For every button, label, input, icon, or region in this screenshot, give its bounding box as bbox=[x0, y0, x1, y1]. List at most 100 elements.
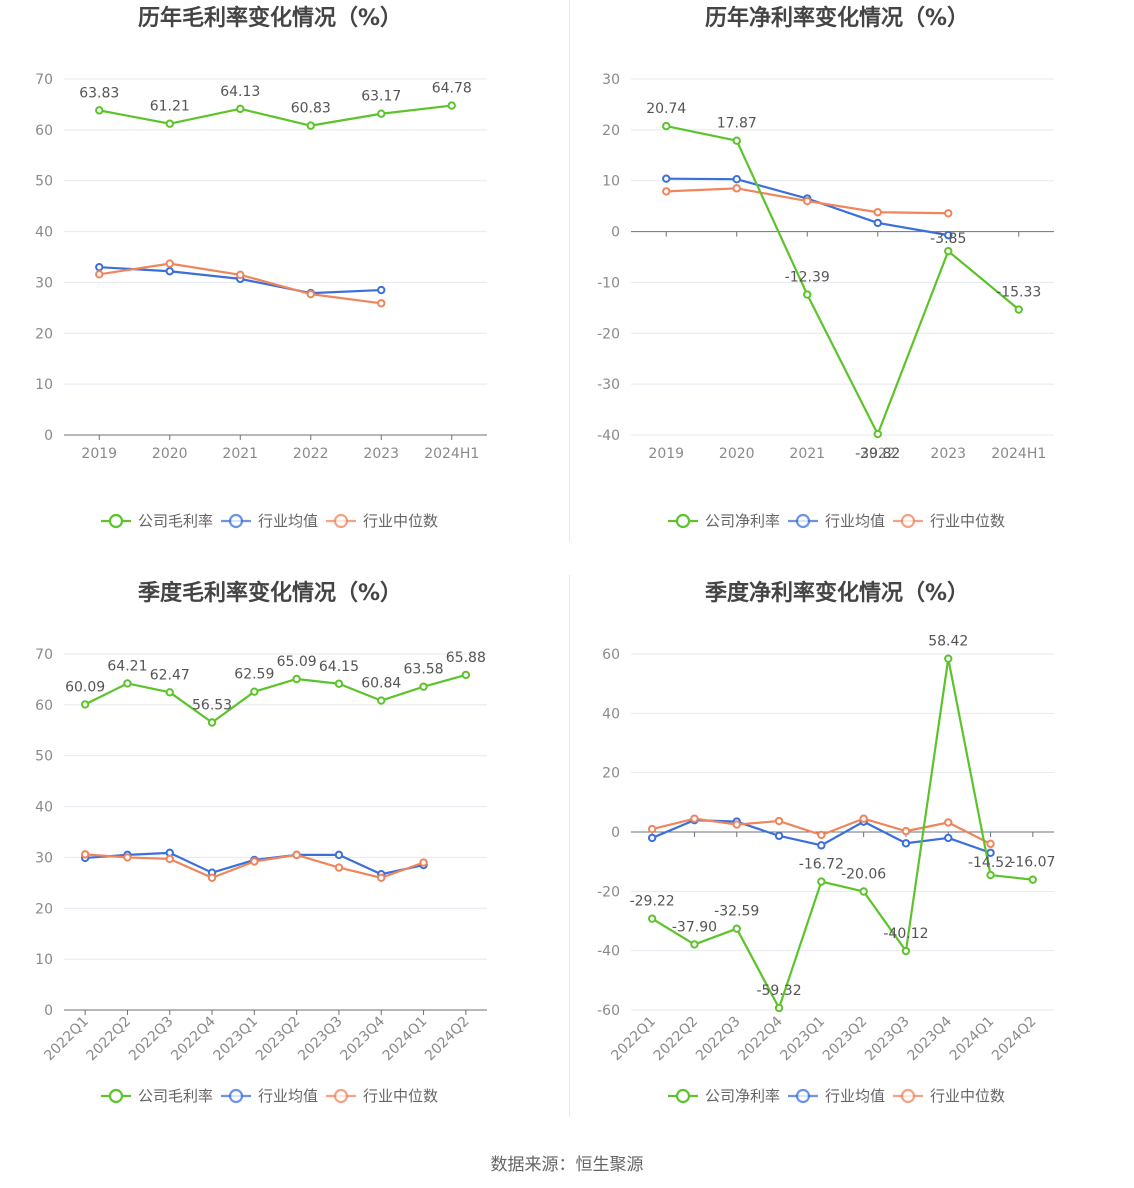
x-tick-label: 2023Q2 bbox=[820, 1014, 871, 1065]
legend-marker bbox=[795, 513, 811, 529]
x-tick-label: 2021 bbox=[222, 446, 258, 462]
legend-item: 行业中位数 bbox=[326, 1087, 438, 1105]
y-tick-label: 30 bbox=[35, 275, 53, 291]
chart-quarterly-gross: 季度毛利率变化情况（%） 0 10 20 30 40 50 60 70 2022Q1 2022Q2 2… bbox=[0, 575, 567, 1150]
y-tick-label: 20 bbox=[602, 766, 620, 782]
data-label: 65.09 bbox=[277, 654, 317, 670]
y-tick-label: 60 bbox=[35, 698, 53, 714]
legend-label: 行业中位数 bbox=[930, 512, 1005, 530]
legend-marker bbox=[228, 1088, 244, 1104]
y-tick-label: 60 bbox=[35, 123, 53, 139]
x-tick-label: 2024Q1 bbox=[380, 1014, 431, 1065]
data-point bbox=[732, 924, 741, 933]
legend-marker bbox=[333, 513, 349, 529]
data-point bbox=[123, 853, 132, 862]
data-point bbox=[901, 826, 911, 836]
legend-label: 公司毛利率 bbox=[138, 512, 213, 530]
data-label: -3.85 bbox=[930, 231, 966, 247]
legend-marker bbox=[675, 513, 691, 529]
data-point bbox=[944, 833, 953, 843]
legend-label: 公司净利率 bbox=[705, 1087, 780, 1105]
y-tick-label: -60 bbox=[597, 1003, 620, 1019]
data-point bbox=[647, 914, 657, 923]
legend-item: 公司毛利率 bbox=[101, 512, 213, 530]
legend-label: 行业中位数 bbox=[363, 512, 438, 530]
data-point bbox=[859, 814, 868, 823]
divider-top bbox=[569, 0, 570, 542]
x-tick-label: 2024H1 bbox=[424, 446, 479, 462]
data-point bbox=[377, 109, 386, 118]
y-tick-label: 30 bbox=[35, 850, 53, 866]
data-point bbox=[165, 267, 174, 276]
data-label: -20.06 bbox=[841, 867, 886, 883]
legend-label: 行业均值 bbox=[825, 1087, 885, 1105]
data-point bbox=[1014, 305, 1023, 314]
data-point bbox=[732, 174, 741, 184]
data-point bbox=[901, 839, 911, 848]
x-tick-label: 2023 bbox=[930, 446, 966, 462]
chart-title: 历年净利率变化情况（%） bbox=[705, 5, 969, 31]
x-tick-label: 2023Q2 bbox=[253, 1014, 304, 1065]
legend-label: 行业中位数 bbox=[363, 1087, 438, 1105]
data-point bbox=[377, 285, 386, 295]
data-label: 62.59 bbox=[234, 667, 274, 683]
data-point bbox=[236, 104, 245, 114]
data-point bbox=[690, 940, 699, 949]
y-tick-label: -40 bbox=[597, 944, 620, 960]
x-tick-label: 2022Q3 bbox=[126, 1014, 177, 1065]
data-label: -37.90 bbox=[672, 919, 717, 935]
x-tick-label: 2023Q3 bbox=[862, 1014, 913, 1065]
data-label: 63.83 bbox=[79, 85, 119, 101]
data-point bbox=[873, 429, 882, 439]
data-point bbox=[80, 700, 90, 709]
data-point bbox=[250, 687, 259, 696]
x-tick-label: 2022Q2 bbox=[651, 1014, 702, 1065]
x-tick-label: 2020 bbox=[152, 446, 188, 462]
x-tick-label: 2023Q1 bbox=[211, 1014, 262, 1065]
data-point bbox=[662, 187, 671, 196]
data-label: 63.58 bbox=[404, 662, 444, 678]
data-point bbox=[817, 830, 826, 840]
data-point bbox=[803, 290, 812, 299]
legend-marker bbox=[675, 1088, 691, 1104]
y-tick-label: -20 bbox=[597, 326, 620, 342]
chart-svg-annual-gross: 历年毛利率变化情况（%） 0 10 20 30 40 50 60 70 2019 2020 2021 2… bbox=[35, 5, 487, 530]
data-label: 63.17 bbox=[361, 89, 401, 105]
data-point bbox=[1028, 875, 1038, 884]
data-point bbox=[306, 289, 315, 299]
x-tick-label: 2023Q1 bbox=[778, 1014, 829, 1065]
y-tick-label: -30 bbox=[597, 377, 620, 393]
chart-title: 历年毛利率变化情况（%） bbox=[138, 5, 402, 31]
chart-svg-annual-net: 历年净利率变化情况（%） -40 -30 -20 -10 0 10 20 30 2019 2020 2… bbox=[597, 5, 1054, 530]
data-label: 17.87 bbox=[717, 116, 757, 132]
chart-annual-gross: 历年毛利率变化情况（%） 0 10 20 30 40 50 60 70 2019 2020 2021 2… bbox=[0, 0, 567, 575]
data-point bbox=[986, 839, 995, 849]
x-tick-label: 2022Q2 bbox=[84, 1014, 135, 1065]
x-tick-label: 2023 bbox=[363, 446, 399, 462]
data-label: 64.13 bbox=[220, 84, 260, 100]
y-tick-label: 20 bbox=[602, 123, 620, 139]
data-label: -15.33 bbox=[996, 285, 1041, 301]
legend-label: 公司毛利率 bbox=[138, 1087, 213, 1105]
legend-item: 行业均值 bbox=[221, 512, 318, 530]
data-point bbox=[732, 820, 741, 829]
x-tick-label: 2024Q2 bbox=[989, 1014, 1040, 1065]
series-line bbox=[99, 104, 452, 127]
x-tick-label: 2022Q4 bbox=[168, 1013, 219, 1064]
chart-svg-quarterly-gross: 季度毛利率变化情况（%）0102030405060702022Q12022Q22… bbox=[35, 580, 487, 1105]
data-point bbox=[334, 850, 344, 860]
divider-bottom bbox=[569, 575, 570, 1117]
data-label: -39.82 bbox=[855, 446, 900, 462]
legend-marker bbox=[900, 513, 916, 529]
legend-item: 公司净利率 bbox=[668, 1087, 780, 1105]
data-label: -12.39 bbox=[785, 270, 830, 286]
data-point bbox=[165, 119, 174, 128]
data-point bbox=[419, 682, 428, 691]
y-tick-label: 40 bbox=[35, 225, 53, 241]
data-point bbox=[334, 679, 344, 688]
data-point bbox=[662, 121, 671, 131]
x-tick-label: 2022Q1 bbox=[41, 1014, 92, 1065]
data-label: 60.09 bbox=[65, 679, 105, 695]
x-tick-label: 2024Q1 bbox=[947, 1014, 998, 1065]
y-tick-label: 20 bbox=[35, 326, 53, 342]
